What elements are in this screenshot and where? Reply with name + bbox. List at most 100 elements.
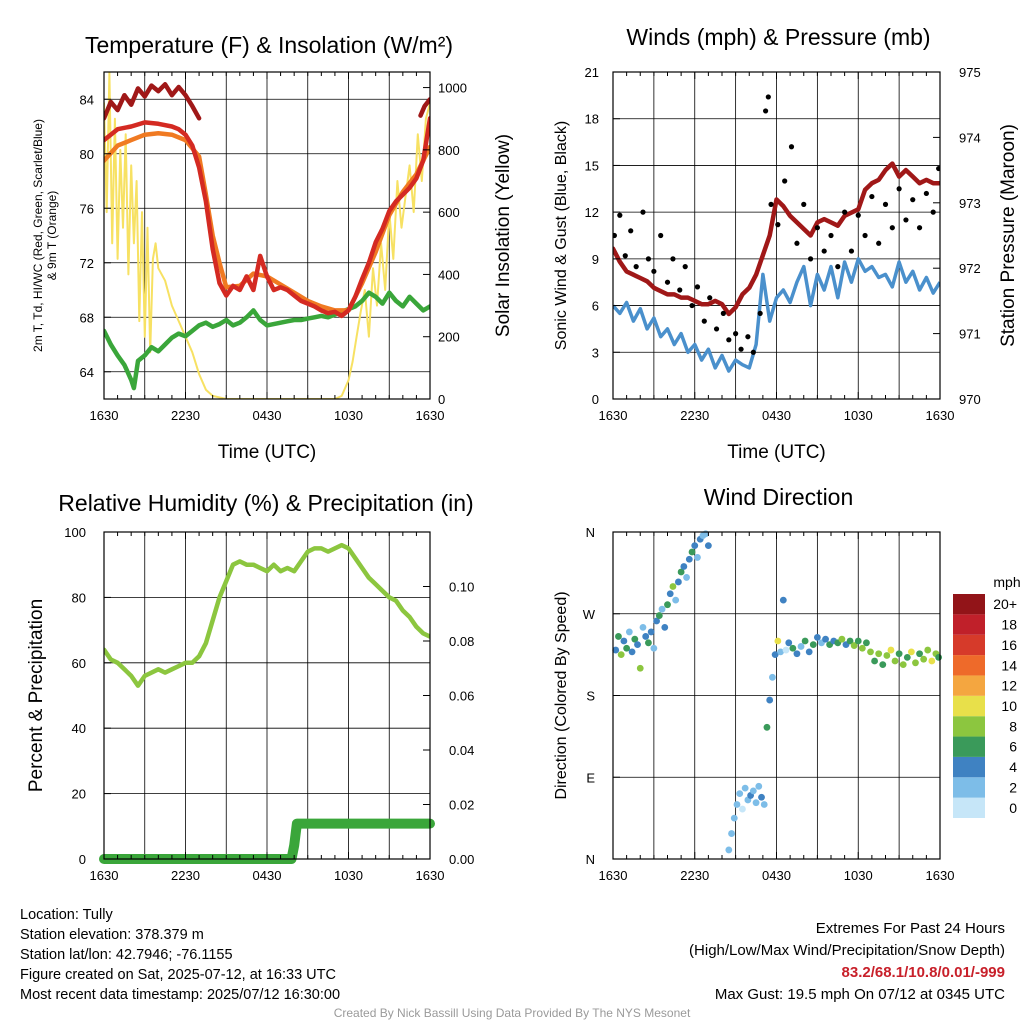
direction-point <box>658 605 666 613</box>
y-axis-label: Sonic Wind & Gust (Blue, Black) <box>553 121 570 350</box>
gust-point <box>775 222 781 228</box>
direction-point <box>634 641 641 649</box>
direction-point <box>895 650 903 658</box>
direction-point <box>785 639 793 647</box>
direction-point <box>650 644 658 652</box>
direction-point <box>728 830 735 837</box>
y-tick-label: W <box>583 607 596 622</box>
gust-point <box>801 201 807 207</box>
gust-point <box>882 201 889 207</box>
series-line-pressure <box>613 161 940 317</box>
gust-point <box>794 240 800 246</box>
chart-title: Relative Humidity (%) & Precipitation (i… <box>58 490 473 516</box>
gust-point <box>707 295 713 301</box>
extremes-values: 83.2/68.1/10.8/0.01/-999 <box>841 964 1005 981</box>
gust-point <box>613 232 617 239</box>
y-axis-label: Direction (Colored By Speed) <box>553 591 570 799</box>
direction-point <box>685 555 693 563</box>
direction-point <box>797 643 805 650</box>
direction-point <box>736 790 744 797</box>
gust-point <box>930 209 936 215</box>
y-right-tick-label: 975 <box>959 65 981 80</box>
colorbar-swatch <box>953 634 985 656</box>
direction-point <box>664 601 671 609</box>
location-text: Location: Tully <box>20 907 113 923</box>
series-group <box>104 72 430 399</box>
direction-point <box>639 623 647 631</box>
direction-point <box>879 661 887 669</box>
direction-point <box>858 644 866 652</box>
gust-point <box>694 284 701 290</box>
x-axis-label: Time (UTC) <box>218 442 317 463</box>
direction-point <box>774 637 782 645</box>
direction-point <box>672 596 680 604</box>
colorbar-swatch <box>953 614 985 635</box>
gust-point <box>936 165 940 172</box>
extremes-subtitle: (High/Low/Max Wind/Precipitation/Snow De… <box>689 942 1005 959</box>
y-tick-label: 80 <box>80 147 94 162</box>
chart-title: Wind Direction <box>704 484 854 510</box>
y-right-tick-label: 1000 <box>438 81 467 96</box>
extremes-title: Extremes For Past 24 Hours <box>815 920 1005 937</box>
extremes-info: Extremes For Past 24 Hours (High/Low/Max… <box>689 918 1005 1006</box>
direction-point <box>867 648 874 656</box>
gust-point <box>765 94 771 100</box>
y-tick-label: 84 <box>80 92 94 107</box>
gust-point <box>848 248 855 254</box>
gust-point <box>768 201 774 207</box>
x-tick-label: 1630 <box>416 868 445 883</box>
direction-point <box>631 635 639 643</box>
max-gust-text: Max Gust: 19.5 mph On 07/12 at 0345 UTC <box>714 986 1005 1003</box>
station-info: Location: Tully Station elevation: 378.3… <box>20 905 340 1005</box>
direction-point <box>642 633 650 640</box>
y-tick-label: 72 <box>80 256 94 271</box>
direction-point <box>903 653 911 661</box>
y-right-tick-label: 973 <box>959 196 981 211</box>
y-right-axis-label-text: Solar Insolation (Yellow) <box>493 134 514 337</box>
series-line-wind <box>613 257 940 373</box>
gust-point <box>689 302 695 309</box>
direction-point <box>875 650 883 658</box>
recent-text: Most recent data timestamp: 2025/07/12 1… <box>20 987 341 1003</box>
gust-point <box>821 248 827 254</box>
direction-point <box>891 657 899 665</box>
x-tick-label: 1630 <box>90 868 119 883</box>
y-right-tick-label: 0.06 <box>449 689 474 704</box>
y-right-tick-label: 0.00 <box>449 852 474 867</box>
x-tick-label: 1630 <box>599 868 628 883</box>
x-tick-label: 0430 <box>762 408 791 423</box>
colorbar-label: 0 <box>1009 800 1017 816</box>
x-tick-label: 2230 <box>680 868 709 883</box>
chart-title: Winds (mph) & Pressure (mb) <box>626 24 930 50</box>
direction-point <box>883 652 891 659</box>
x-tick-label: 1630 <box>926 408 955 423</box>
y-right-tick-label: 200 <box>438 330 460 345</box>
y-tick-label: E <box>586 770 595 785</box>
direction-point <box>758 793 765 801</box>
direction-point <box>871 657 878 665</box>
x-tick-label: 1030 <box>844 868 873 883</box>
x-tick-label: 2230 <box>171 408 200 423</box>
direction-point <box>822 635 829 643</box>
direction-point <box>625 628 633 636</box>
colorbar-label: 20+ <box>993 596 1017 612</box>
colorbar-label: 6 <box>1009 739 1017 755</box>
y-right-tick-label: 974 <box>959 130 981 145</box>
direction-point <box>653 617 660 625</box>
colorbar-label: 18 <box>1001 617 1017 633</box>
y-tick-label: S <box>586 689 595 704</box>
direction-point <box>924 646 932 654</box>
y-right-tick-label: 0 <box>438 392 445 407</box>
gust-point <box>628 228 634 234</box>
y-tick-label: 40 <box>72 721 86 736</box>
gust-point <box>738 346 744 352</box>
gust-point <box>651 268 657 274</box>
y-tick-label: 60 <box>72 656 86 671</box>
y-tick-label: 80 <box>72 590 86 605</box>
direction-point <box>782 646 790 654</box>
gust-point <box>633 264 639 270</box>
gust-point <box>828 232 834 239</box>
gust-point <box>807 256 814 262</box>
gust-point <box>677 287 683 293</box>
x-tick-label: 1630 <box>599 408 628 423</box>
